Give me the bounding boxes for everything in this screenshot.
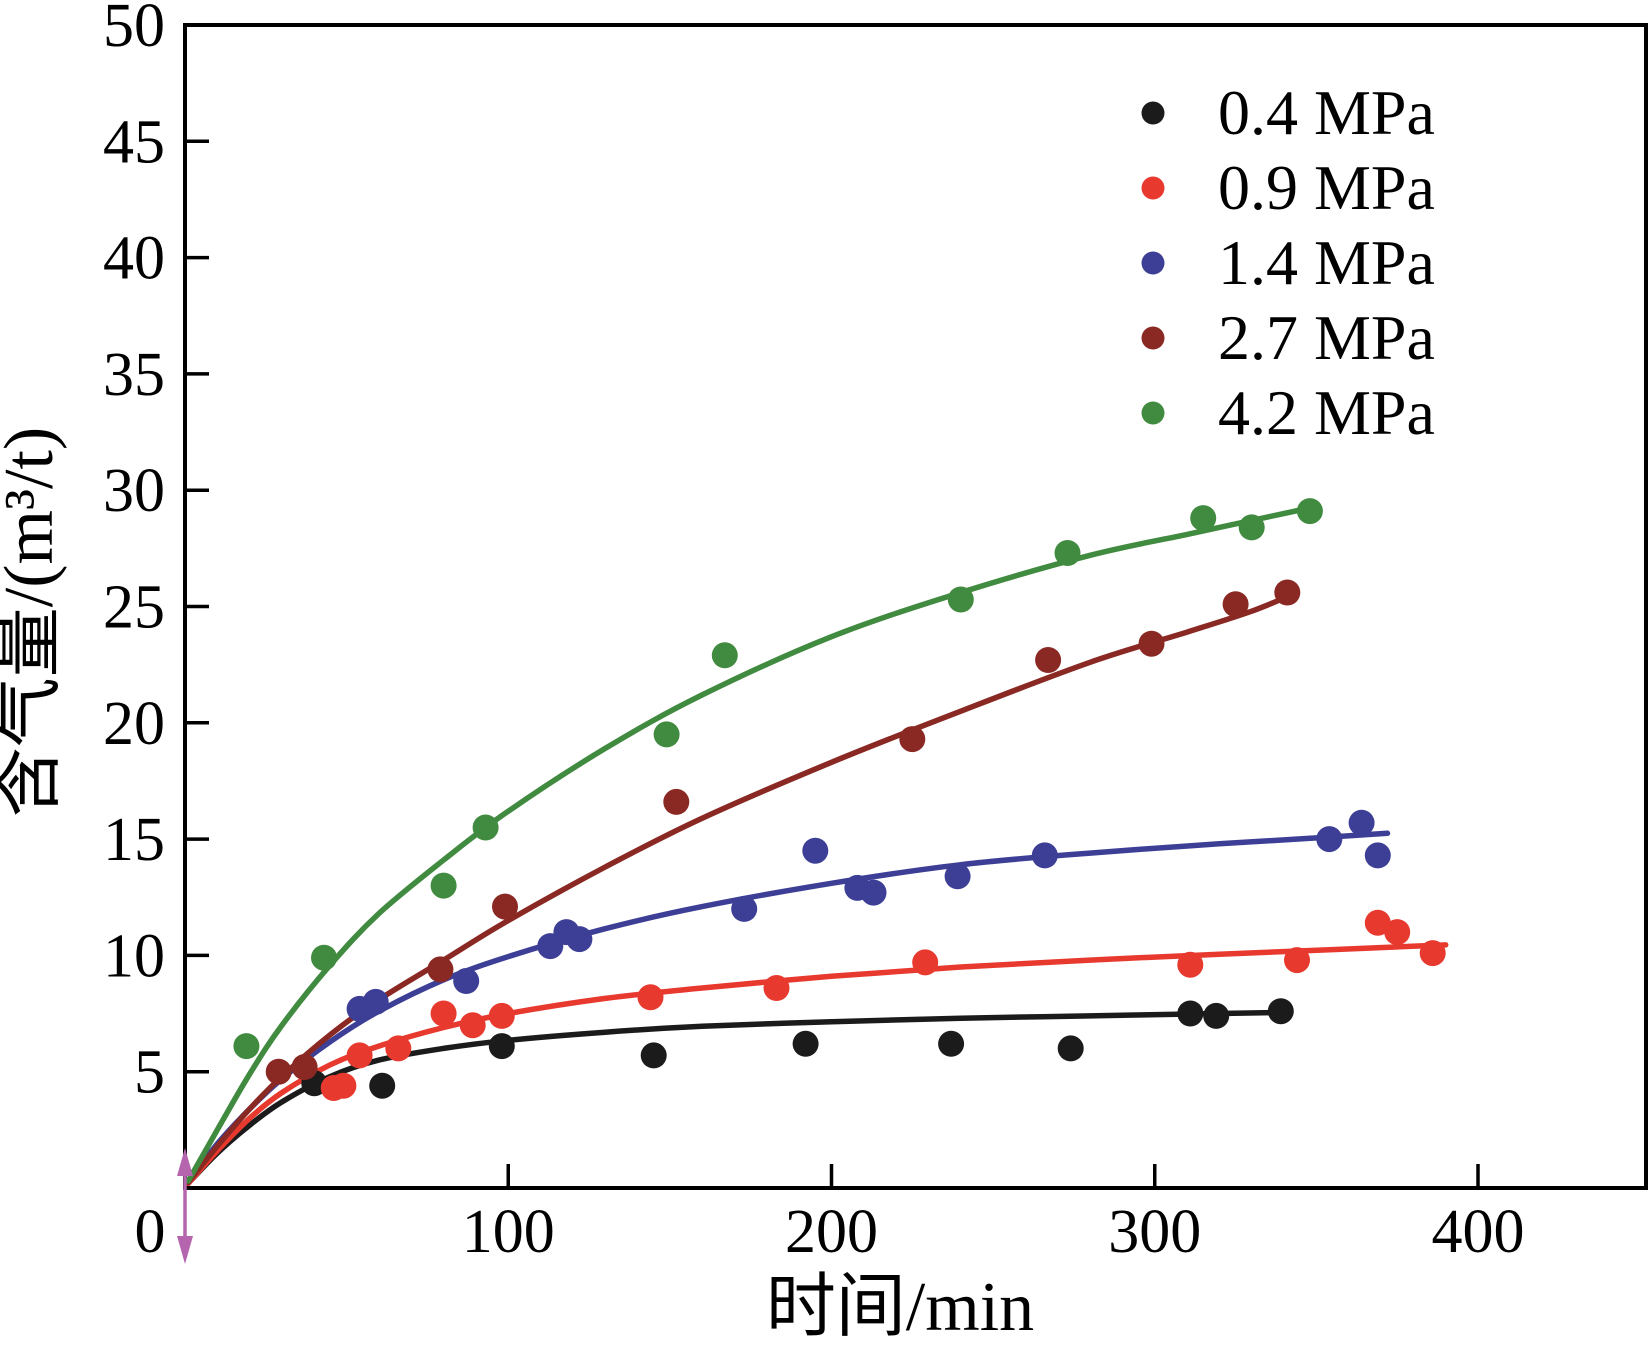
data-points <box>233 498 1446 1101</box>
data-point <box>731 895 758 922</box>
data-point <box>233 1033 260 1060</box>
data-point <box>663 788 690 815</box>
data-point <box>653 721 680 748</box>
y-tick-label: 30 <box>103 457 165 525</box>
data-point <box>453 968 480 994</box>
data-point <box>711 642 738 669</box>
data-point <box>1138 630 1165 657</box>
data-point <box>640 1042 667 1069</box>
y-tick-label: 15 <box>103 806 165 874</box>
data-point <box>430 872 457 899</box>
data-point <box>346 1042 373 1069</box>
data-point <box>1222 591 1249 618</box>
fit-curve-4 <box>185 503 1320 1184</box>
data-point <box>430 1000 457 1027</box>
axis-ticks <box>185 23 1480 1188</box>
data-point <box>763 975 790 1001</box>
data-point <box>459 1012 486 1039</box>
data-point <box>1031 842 1058 869</box>
x-tick-label: 300 <box>1108 1198 1201 1266</box>
axis-tick-labels: 100 200 300 400 5 10 15 20 25 30 35 40 45 50 <box>103 0 1525 1266</box>
data-point <box>330 1072 357 1099</box>
data-point <box>802 837 829 864</box>
data-point <box>362 988 389 1015</box>
data-point <box>1364 842 1391 869</box>
data-point <box>1348 809 1375 836</box>
data-point <box>1384 919 1411 946</box>
data-point <box>1177 951 1204 978</box>
data-point <box>488 1033 515 1060</box>
x-tick-label: 100 <box>462 1198 555 1266</box>
data-point <box>1057 1035 1084 1062</box>
data-point <box>637 984 664 1011</box>
data-point <box>472 814 499 841</box>
data-point <box>488 1002 515 1029</box>
y-tick-label: 5 <box>134 1039 165 1107</box>
data-point <box>1274 579 1301 606</box>
data-point <box>427 956 454 983</box>
data-point <box>899 726 926 753</box>
y-tick-label: 45 <box>103 108 165 176</box>
y-tick-label: 35 <box>103 341 165 409</box>
legend-label: 0.4 MPa <box>1218 77 1435 148</box>
data-point <box>944 863 971 890</box>
data-point <box>311 944 337 971</box>
data-point <box>1203 1002 1230 1029</box>
legend-label: 1.4 MPa <box>1218 227 1435 298</box>
legend-label: 4.2 MPa <box>1218 377 1435 448</box>
data-point <box>860 879 887 906</box>
legend-label: 2.7 MPa <box>1218 302 1435 373</box>
fit-curve-3 <box>185 589 1300 1185</box>
data-point <box>1054 540 1081 566</box>
origin-arrow-down-head <box>177 1236 193 1264</box>
data-point <box>291 1054 318 1080</box>
legend-marker <box>1141 176 1165 200</box>
y-tick-label: 40 <box>103 225 165 293</box>
x-tick-label: 200 <box>785 1198 878 1266</box>
data-point <box>1419 940 1446 967</box>
y-axis-title: 含气量/(m³/t) <box>0 427 68 817</box>
legend-marker <box>1141 326 1165 350</box>
data-point <box>1035 647 1062 673</box>
legend-label: 0.9 MPa <box>1218 152 1435 223</box>
data-point <box>1316 826 1343 853</box>
data-point <box>1177 1000 1204 1027</box>
origin-arrow <box>177 1148 193 1264</box>
data-point <box>1284 947 1310 974</box>
data-point <box>265 1058 292 1085</box>
y-tick-label: 50 <box>103 0 165 60</box>
data-point <box>947 586 974 613</box>
data-point <box>1190 505 1217 532</box>
y-tick-label: 20 <box>103 690 165 758</box>
y-tick-label: 25 <box>103 574 165 642</box>
fit-curve-0 <box>185 1009 1291 1187</box>
legend-marker <box>1141 251 1165 275</box>
data-point <box>792 1030 819 1057</box>
data-point <box>1296 498 1323 525</box>
data-point <box>938 1030 965 1057</box>
data-point <box>369 1072 396 1099</box>
fit-curve-1 <box>185 942 1449 1187</box>
origin-arrow-up-head <box>177 1148 193 1176</box>
data-point <box>492 893 518 920</box>
legend-marker <box>1141 401 1165 425</box>
data-point <box>912 949 939 976</box>
data-point <box>1238 514 1265 541</box>
data-point <box>566 926 593 953</box>
x-tick-label: 400 <box>1432 1198 1525 1266</box>
data-point <box>1267 998 1294 1025</box>
origin-zero-label: 0 <box>135 1198 166 1266</box>
x-axis-title: 时间/min <box>766 1269 1034 1346</box>
data-point <box>385 1035 412 1062</box>
data-point <box>1364 909 1391 936</box>
legend-marker <box>1141 101 1165 125</box>
y-tick-label: 10 <box>103 922 165 990</box>
